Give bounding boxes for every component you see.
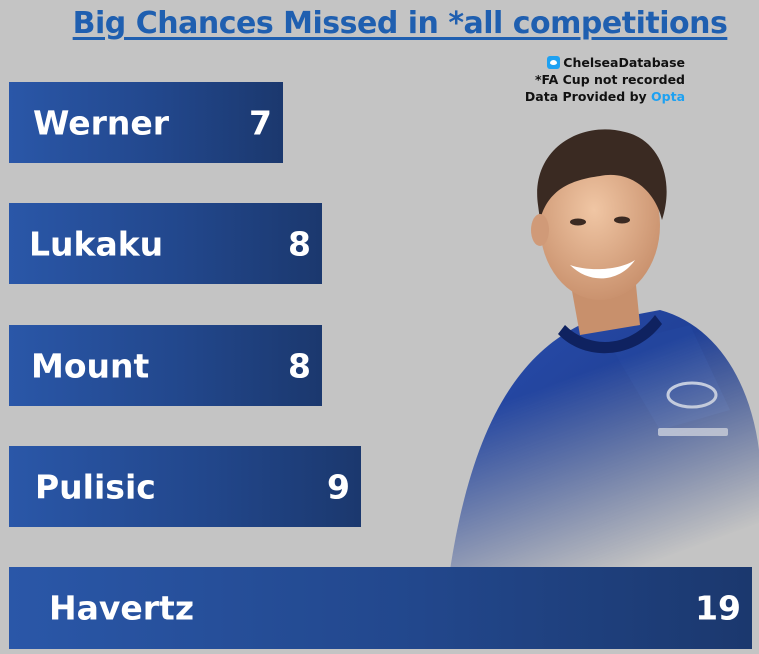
twitter-icon bbox=[547, 56, 561, 69]
credits-handle-line: ChelseaDatabase bbox=[525, 54, 685, 71]
bar-label: Havertz bbox=[49, 588, 195, 628]
credits-provider-prefix: Data Provided by bbox=[524, 89, 652, 104]
credits: ChelseaDatabase *FA Cup not recorded Dat… bbox=[525, 54, 685, 105]
chart-title: Big Chances Missed in *all competitions bbox=[72, 6, 728, 41]
bar-value: 8 bbox=[288, 224, 311, 263]
bar-label: Mount bbox=[31, 346, 150, 385]
credits-provider-line: Data Provided by Opta bbox=[525, 88, 685, 105]
bar-value: 19 bbox=[695, 588, 741, 628]
twitter-handle: ChelseaDatabase bbox=[563, 55, 685, 70]
bar-value: 8 bbox=[288, 346, 311, 385]
bar-havertz: Havertz 19 bbox=[9, 567, 752, 649]
bar-value: 7 bbox=[249, 103, 272, 142]
bar-label: Pulisic bbox=[35, 467, 156, 506]
bar-lukaku: Lukaku 8 bbox=[9, 203, 322, 284]
credits-provider-name: Opta bbox=[651, 89, 685, 104]
bar-werner: Werner 7 bbox=[9, 82, 283, 163]
bar-mount: Mount 8 bbox=[9, 325, 322, 406]
player-photo bbox=[450, 129, 759, 570]
bar-label: Lukaku bbox=[29, 224, 164, 263]
bar-value: 9 bbox=[327, 467, 350, 506]
bar-pulisic: Pulisic 9 bbox=[9, 446, 361, 527]
bar-label: Werner bbox=[33, 103, 170, 142]
credits-note: *FA Cup not recorded bbox=[534, 72, 685, 87]
